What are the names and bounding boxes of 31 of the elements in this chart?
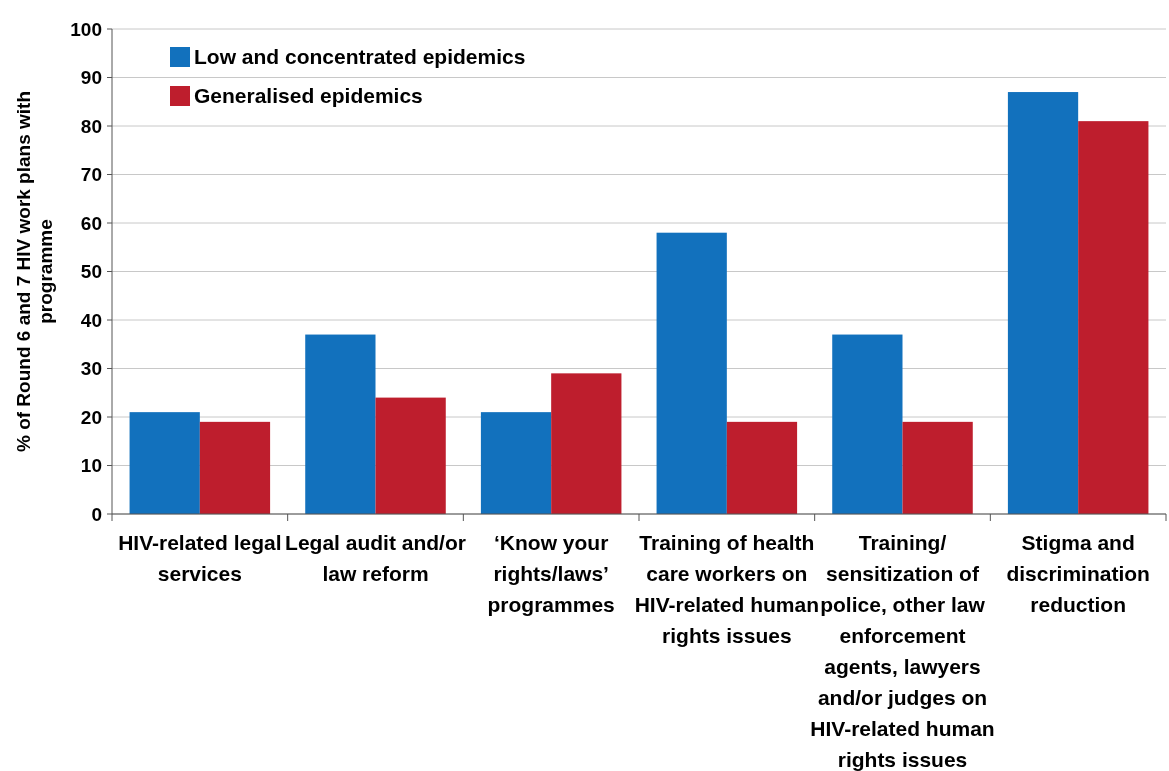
x-tick-label: Legal audit and/or law reform [285,531,466,585]
y-tick-label: 90 [80,67,102,89]
y-tick-label: 10 [80,455,102,477]
bar [1078,121,1149,514]
y-tick-label: 40 [80,309,102,331]
bar [480,412,552,514]
legend-label: Low and concentrated epidemics [194,45,526,69]
y-tick-label: 50 [80,261,102,283]
y-tick-label: 70 [80,164,102,186]
y-tick-label: 0 [91,503,102,525]
x-tick-label: HIV-related legal services [118,531,282,585]
y-tick-label: 80 [80,115,102,137]
y-axis-title: % of Round 6 and 7 HIV work plans with programme [13,90,56,453]
x-tick-label: Training of health care workers on HIV-related human rights issues [634,531,820,647]
y-tick-label: 100 [70,18,102,40]
x-tick-label: Stigma and discrimination reduction [1006,531,1150,616]
legend-label: Generalised epidemics [194,84,423,108]
y-tick-label: 20 [80,406,102,428]
bar [305,334,376,514]
bar [1007,92,1079,514]
y-tick-label: 30 [80,358,102,380]
bar [551,373,622,514]
bar [375,397,446,514]
x-tick-label: ‘Know your rights/laws’ programmes [487,531,615,616]
y-tick-label: 60 [80,212,102,234]
bar [129,412,200,514]
bar [656,232,727,514]
bar [199,421,271,514]
bar [902,421,973,514]
bar [832,334,903,514]
bar [726,421,798,514]
